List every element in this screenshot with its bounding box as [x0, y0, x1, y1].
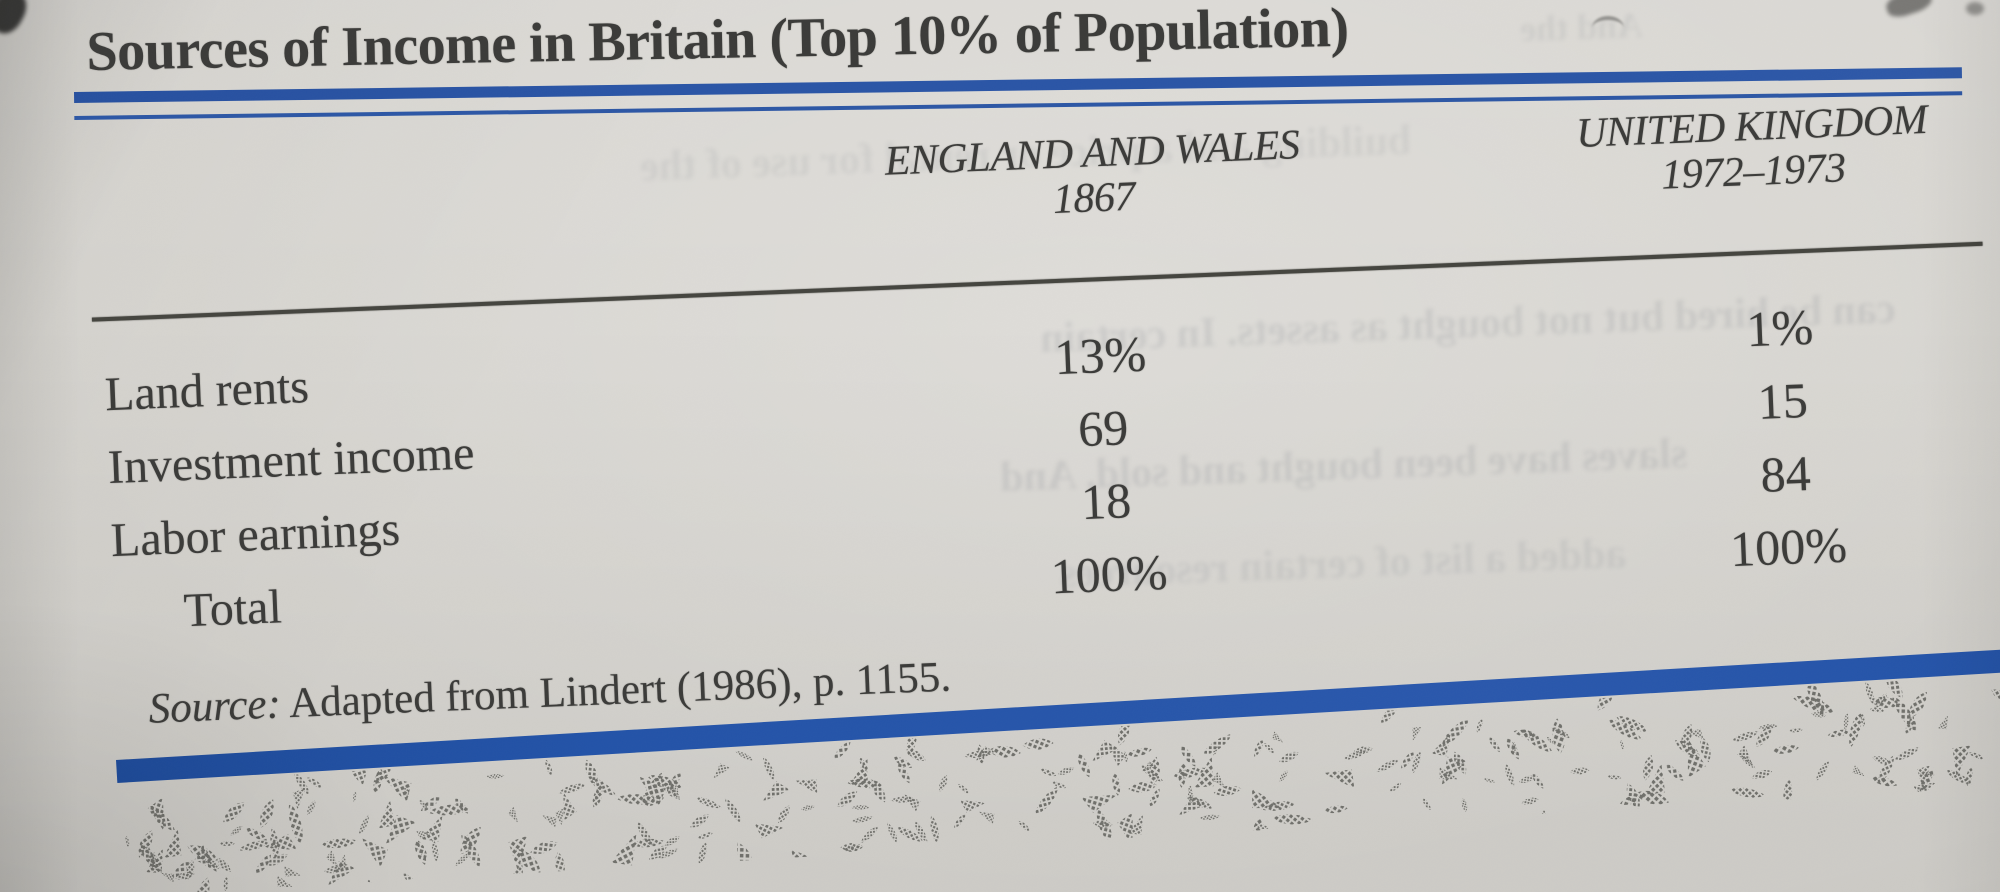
- cell-investment-income-uk: 15: [1756, 371, 1809, 430]
- ink-smudge-curve: [1592, 16, 1624, 40]
- cell-total-ew: 100%: [1049, 543, 1169, 605]
- cell-land-rents-uk: 1%: [1745, 298, 1815, 358]
- corner-smudge-top-left: [0, 0, 33, 39]
- column-header-england-wales: ENGLAND AND WALES 1867: [851, 122, 1334, 231]
- corner-smudge-top-right: [1883, 0, 1935, 21]
- cell-labor-earnings-uk: 84: [1759, 444, 1812, 503]
- cell-total-uk: 100%: [1729, 516, 1848, 578]
- source-label: Source:: [147, 680, 282, 733]
- cell-investment-income-ew: 69: [1077, 399, 1130, 458]
- bleedthrough-text: And the: [1519, 4, 1644, 50]
- row-label-land-rents: Land rents: [103, 360, 310, 422]
- row-label-investment-income: Investment income: [106, 426, 476, 495]
- cell-labor-earnings-ew: 18: [1080, 472, 1133, 531]
- cell-land-rents-ew: 13%: [1053, 325, 1148, 386]
- column-header-united-kingdom: UNITED KINGDOM 1972–1973: [1511, 95, 1994, 204]
- table-title: Sources of Income in Britain (Top 10% of…: [85, 0, 1350, 83]
- row-label-total: Total: [182, 580, 283, 638]
- corner-smudge-top-right-small: [1966, 2, 1984, 15]
- row-label-labor-earnings: Labor earnings: [109, 502, 401, 568]
